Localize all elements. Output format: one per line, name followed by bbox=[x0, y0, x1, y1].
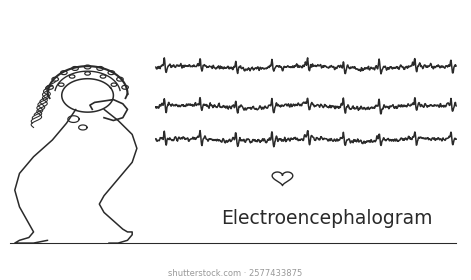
Text: shutterstock.com · 2577433875: shutterstock.com · 2577433875 bbox=[168, 269, 303, 278]
Text: Electroencephalogram: Electroencephalogram bbox=[221, 209, 433, 228]
